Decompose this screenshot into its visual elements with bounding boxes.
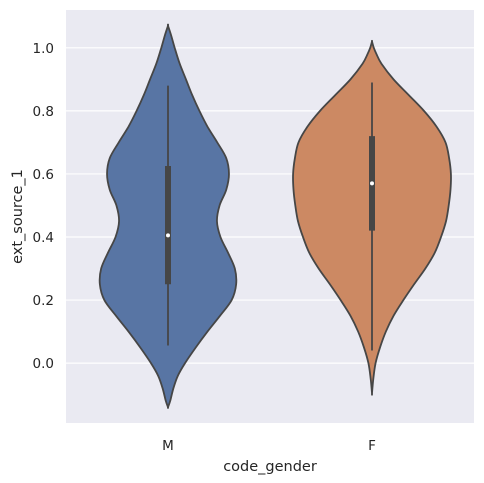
y-tick-label: 0.2 [33, 293, 54, 309]
y-tick-label: 0.0 [33, 356, 54, 372]
x-axis-label: code_gender [223, 459, 317, 475]
median-point [370, 181, 374, 186]
y-axis-label: ext_source_1 [10, 169, 26, 264]
y-tick-label: 0.6 [33, 167, 54, 183]
y-tick-label: 0.4 [33, 230, 54, 246]
x-tick-label: M [162, 438, 174, 454]
violin-M [98, 23, 238, 409]
x-tick-label: F [368, 438, 376, 454]
median-point [166, 233, 170, 238]
violin-F [292, 39, 452, 396]
y-tick-labels: 0.0 0.2 0.4 0.6 0.8 1.0 [33, 41, 54, 372]
y-tick-label: 0.8 [33, 104, 54, 120]
y-tick-label: 1.0 [33, 41, 54, 57]
violins [98, 23, 452, 409]
